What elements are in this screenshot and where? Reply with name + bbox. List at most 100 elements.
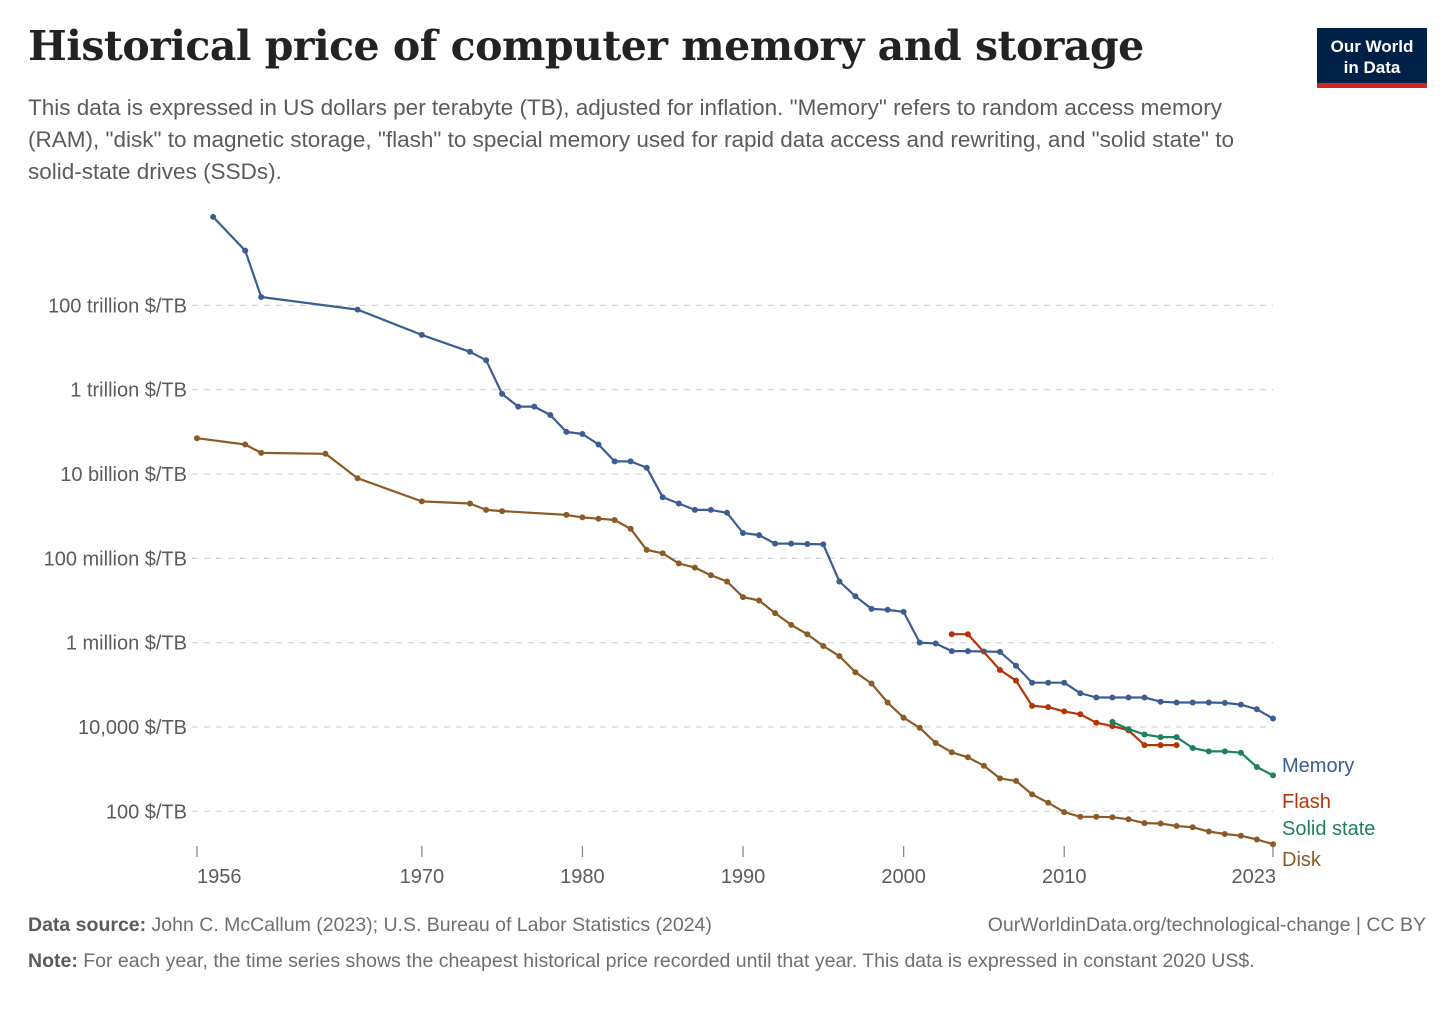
data-point: [788, 621, 795, 628]
series-label: Disk: [1282, 849, 1322, 871]
data-source: Data source: John C. McCallum (2023); U.…: [28, 912, 712, 939]
x-tick-label: 2000: [881, 866, 926, 888]
data-point: [820, 541, 827, 548]
x-tick-label: 1956: [197, 866, 242, 888]
data-point: [499, 508, 506, 515]
data-point: [1013, 777, 1019, 784]
note-label: Note:: [28, 950, 78, 972]
data-point: [1253, 836, 1260, 843]
data-point: [595, 515, 602, 522]
data-point: [531, 403, 538, 410]
data-point: [1189, 745, 1196, 751]
data-point: [611, 517, 618, 523]
data-point: [964, 754, 971, 761]
data-point: [1093, 694, 1100, 701]
y-tick-label: 1 million $/TB: [66, 633, 187, 655]
data-point: [418, 331, 425, 338]
data-point: [836, 653, 843, 660]
data-point: [1157, 698, 1164, 705]
data-point: [675, 560, 682, 567]
data-point: [836, 578, 843, 585]
x-axis: 1956 1970 1980 1990 2000 2010 2023: [196, 846, 1276, 888]
data-point: [868, 605, 875, 612]
data-point: [900, 714, 907, 721]
data-point: [1221, 831, 1228, 837]
data-point: [1125, 726, 1132, 733]
data-point: [1237, 749, 1244, 756]
data-point: [579, 431, 586, 437]
data-point: [916, 724, 923, 731]
data-point: [1270, 715, 1276, 722]
data-point: [1173, 699, 1180, 706]
data-point: [997, 648, 1003, 655]
data-point: [916, 639, 923, 646]
data-point: [1270, 772, 1276, 779]
data-point: [194, 435, 200, 442]
data-point: [1029, 791, 1036, 798]
note-text: For each year, the time series shows the…: [83, 950, 1255, 972]
data-point: [354, 306, 361, 313]
data-point: [804, 631, 811, 638]
data-point: [740, 530, 746, 536]
y-tick-label: 100 $/TB: [106, 801, 187, 823]
data-point: [852, 593, 859, 600]
logo-line-2: in Data: [1343, 58, 1401, 77]
data-point: [627, 458, 634, 465]
x-tick-label: 2010: [1042, 866, 1087, 888]
data-point: [1173, 734, 1180, 741]
data-point: [772, 540, 779, 547]
data-point: [1141, 731, 1148, 738]
series-flash: [948, 631, 1180, 749]
series-memory: [210, 213, 1276, 722]
data-point: [418, 498, 425, 505]
owid-logo[interactable]: Our World in Data: [1317, 28, 1427, 88]
series-solid-state: [1109, 718, 1276, 779]
data-point: [1029, 679, 1036, 686]
data-point: [1061, 679, 1068, 686]
site-credit-link[interactable]: OurWorldinData.org/technological-change …: [987, 914, 1426, 936]
y-tick-label: 100 million $/TB: [44, 548, 187, 570]
data-point: [788, 540, 795, 547]
data-point: [1253, 706, 1260, 713]
data-point: [948, 648, 955, 655]
data-point: [595, 441, 602, 448]
data-point: [1045, 799, 1052, 806]
data-point: [1237, 701, 1244, 708]
data-point: [611, 458, 618, 465]
data-point: [515, 403, 522, 410]
data-point: [354, 475, 361, 482]
series-disk: [194, 435, 1276, 848]
data-point: [1013, 677, 1019, 684]
data-point: [627, 525, 634, 532]
data-point: [740, 594, 746, 601]
data-point: [1270, 841, 1276, 848]
series-line: [951, 633, 1177, 747]
data-point: [1045, 704, 1052, 711]
data-point: [1189, 824, 1196, 831]
data-point: [884, 606, 891, 613]
data-point: [820, 643, 827, 649]
data-point: [1205, 748, 1212, 755]
data-point: [1253, 764, 1260, 770]
data-point: [1205, 828, 1212, 835]
data-point: [467, 500, 473, 507]
data-point: [483, 506, 490, 513]
y-tick-label: 10,000 $/TB: [78, 717, 187, 739]
data-point: [932, 740, 939, 746]
data-point: [1125, 816, 1132, 823]
data-point: [868, 680, 875, 687]
data-point: [1173, 742, 1180, 749]
data-point: [242, 247, 249, 254]
chart-title: Historical price of computer memory and …: [28, 22, 1144, 70]
data-point: [547, 412, 554, 418]
logo-line-1: Our World: [1330, 37, 1414, 56]
series-lines: [194, 213, 1276, 848]
data-point: [948, 749, 955, 756]
data-point: [964, 648, 971, 655]
data-source-label: Data source:: [28, 914, 147, 936]
data-point: [499, 390, 506, 397]
data-point: [1173, 823, 1180, 829]
data-point: [1013, 662, 1019, 669]
y-tick-label: 1 trillion $/TB: [70, 380, 187, 402]
data-point: [1109, 814, 1116, 821]
